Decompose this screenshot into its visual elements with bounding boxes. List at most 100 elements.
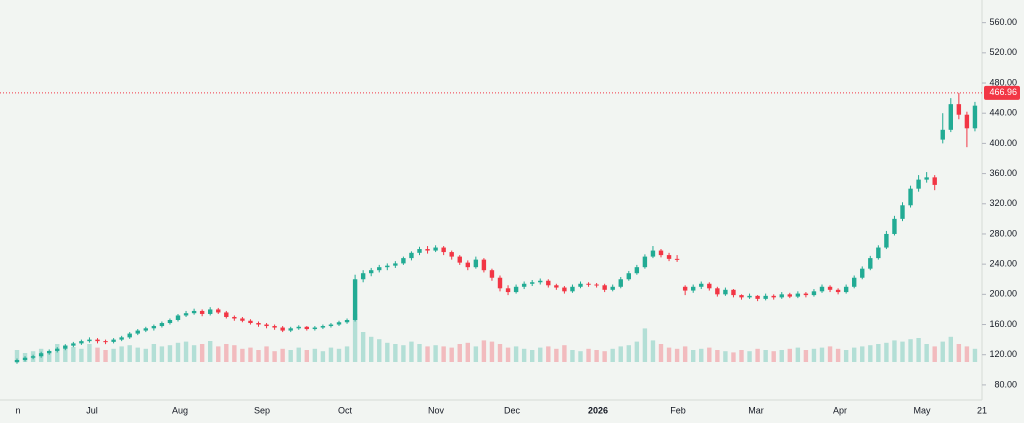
candle-body: [803, 293, 809, 296]
volume-bar: [618, 346, 623, 362]
candle-body: [924, 177, 929, 180]
candle-body: [377, 267, 382, 271]
candle-body: [546, 280, 551, 286]
volume-bar: [707, 347, 712, 362]
volume-bar: [731, 352, 736, 362]
candle-body: [385, 265, 390, 268]
candle-body: [868, 258, 873, 269]
candle-body: [320, 326, 326, 328]
y-tick-label: 440.00: [989, 108, 1017, 118]
volume-bar: [352, 314, 358, 362]
candle-body: [304, 326, 309, 330]
volume-bar: [393, 344, 398, 362]
x-tick-label: 21: [977, 405, 987, 415]
candle-body: [521, 283, 527, 287]
volume-bar: [691, 350, 696, 362]
candle-body: [352, 279, 358, 320]
candle-body: [103, 341, 108, 343]
y-tick-label: 480.00: [989, 77, 1017, 87]
volume-bar: [860, 346, 865, 362]
y-tick-label: 120.00: [989, 349, 1017, 359]
candle-body: [95, 339, 100, 342]
candle-body: [296, 326, 301, 329]
candle-body: [232, 316, 237, 319]
volume-bar: [594, 350, 599, 362]
candle-body: [956, 104, 962, 115]
candle-body: [852, 277, 857, 287]
volume-bar: [280, 348, 285, 362]
volume-bar: [232, 345, 237, 362]
volume-bar: [296, 347, 301, 362]
x-tick-label: Aug: [172, 405, 188, 415]
candle-body: [280, 327, 285, 331]
volume-bar: [642, 328, 648, 362]
x-tick-label: n: [15, 405, 20, 415]
candle-body: [666, 255, 672, 259]
candle-body: [755, 295, 760, 299]
volume-bar: [401, 345, 406, 362]
candle-body: [417, 249, 422, 253]
candle-body: [530, 282, 535, 284]
candle-body: [610, 286, 615, 290]
volume-bar: [264, 346, 269, 362]
candle-body: [843, 286, 849, 293]
candle-body: [175, 315, 181, 320]
volume-bar: [900, 341, 905, 362]
candle-body: [554, 285, 559, 288]
candle-body: [787, 294, 792, 297]
volume-bar: [256, 350, 261, 362]
volume-bar: [530, 350, 535, 362]
volume-bar: [876, 344, 881, 362]
candle-body: [216, 309, 221, 313]
candle-body: [256, 323, 261, 325]
candle-body: [908, 188, 913, 206]
volume-bar: [199, 344, 205, 362]
candle-body: [79, 341, 84, 344]
volume-bar: [151, 344, 157, 362]
volume-bar: [892, 340, 897, 362]
volume-bar: [964, 346, 970, 362]
candle-body: [626, 273, 631, 280]
volume-bar: [208, 341, 213, 362]
volume-bar: [513, 346, 519, 362]
volume-bar: [457, 344, 462, 362]
volume-bar: [634, 341, 640, 362]
volume-bar: [521, 348, 527, 362]
candle-body: [143, 328, 148, 331]
candle-body: [747, 295, 752, 298]
volume-bar: [441, 346, 446, 362]
candle-body: [723, 289, 728, 295]
volume-bar: [377, 339, 382, 362]
volume-bar: [417, 344, 422, 362]
candle-body: [578, 283, 583, 287]
candle-body: [739, 295, 744, 298]
volume-bar: [972, 348, 978, 362]
volume-bar: [191, 345, 197, 362]
candle-body: [465, 262, 470, 268]
volume-bar: [87, 344, 92, 362]
x-tick-label: Feb: [670, 405, 686, 415]
volume-bar: [674, 348, 680, 362]
candle-body: [489, 270, 495, 278]
volume-bar: [183, 341, 189, 362]
volume-bar: [385, 342, 390, 362]
volume-bar: [55, 344, 60, 362]
candle-body: [14, 360, 20, 363]
candle-body: [932, 177, 937, 185]
candle-body: [167, 320, 173, 324]
volume-bar: [739, 350, 744, 362]
volume-bar: [505, 347, 511, 362]
volume-bar: [481, 340, 487, 362]
volume-bar: [111, 348, 116, 362]
candle-body: [505, 288, 511, 293]
candle-body: [674, 258, 680, 260]
x-tick-label: Nov: [428, 405, 445, 415]
volume-bar: [360, 332, 366, 362]
volume-bar: [940, 341, 945, 362]
candle-body: [618, 279, 623, 287]
candle-body: [159, 323, 165, 327]
volume-bar: [79, 348, 84, 362]
candle-body: [795, 293, 801, 297]
